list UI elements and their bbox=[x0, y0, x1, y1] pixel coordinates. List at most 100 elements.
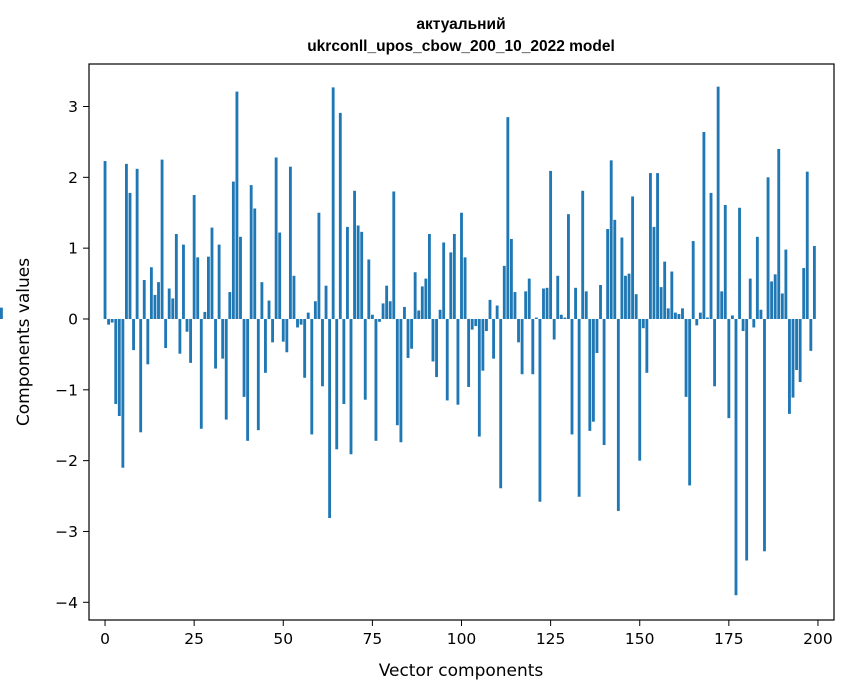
bar bbox=[110, 318, 114, 323]
bar bbox=[641, 318, 645, 329]
bar bbox=[485, 318, 488, 332]
bar bbox=[235, 91, 239, 319]
bar bbox=[802, 267, 806, 319]
bar bbox=[153, 294, 157, 319]
bar bbox=[570, 318, 574, 435]
bar bbox=[698, 312, 702, 319]
y-axis-ticks: −4 −3 −2 −1 0 1 2 3 bbox=[55, 98, 89, 612]
chart-title-line1: актуальний bbox=[416, 16, 505, 33]
bar bbox=[139, 318, 143, 433]
bar bbox=[559, 314, 563, 319]
bar bbox=[634, 294, 638, 319]
bar bbox=[645, 318, 649, 373]
bar bbox=[780, 293, 784, 319]
bar bbox=[392, 191, 396, 319]
bar bbox=[481, 318, 485, 371]
bar bbox=[317, 212, 321, 319]
bar bbox=[791, 318, 795, 398]
bar bbox=[296, 318, 299, 328]
bar bbox=[310, 318, 314, 435]
bar bbox=[574, 287, 577, 319]
bar bbox=[798, 318, 802, 383]
bar bbox=[738, 207, 741, 319]
bar bbox=[638, 318, 642, 461]
bar bbox=[613, 219, 617, 319]
bar bbox=[567, 214, 570, 319]
bar bbox=[773, 274, 777, 319]
bar bbox=[117, 318, 121, 417]
bar bbox=[281, 318, 285, 342]
bar bbox=[349, 318, 353, 455]
bar bbox=[146, 318, 150, 365]
bar bbox=[403, 306, 406, 319]
y-tick-label: −2 bbox=[55, 452, 78, 470]
bar bbox=[174, 233, 178, 319]
bar bbox=[160, 159, 164, 319]
bar bbox=[470, 318, 474, 330]
bar bbox=[595, 318, 599, 353]
bar bbox=[755, 236, 759, 319]
bar bbox=[114, 318, 118, 404]
bar bbox=[713, 318, 717, 387]
bar bbox=[763, 318, 766, 552]
bar bbox=[677, 314, 681, 319]
bar bbox=[121, 318, 125, 468]
bar bbox=[467, 318, 471, 387]
bar bbox=[303, 318, 307, 378]
bar bbox=[306, 312, 310, 319]
bar bbox=[538, 318, 542, 502]
bar bbox=[602, 318, 606, 446]
bar bbox=[221, 318, 225, 359]
bar bbox=[374, 318, 378, 441]
bar bbox=[292, 275, 296, 319]
x-tick-label: 25 bbox=[184, 630, 204, 648]
bar bbox=[149, 267, 153, 319]
x-tick-label: 50 bbox=[273, 630, 293, 648]
bar bbox=[431, 318, 435, 362]
bar bbox=[231, 181, 235, 319]
y-tick-label: −4 bbox=[55, 594, 78, 612]
bar bbox=[784, 249, 788, 319]
bar bbox=[499, 318, 503, 489]
bar bbox=[556, 275, 560, 319]
bar bbox=[353, 190, 356, 319]
bar bbox=[288, 166, 292, 319]
bar bbox=[189, 318, 193, 363]
bar bbox=[752, 318, 756, 328]
bar bbox=[624, 275, 627, 319]
bar bbox=[666, 308, 670, 319]
bar bbox=[132, 318, 135, 351]
bar bbox=[442, 242, 446, 319]
bar bbox=[552, 318, 556, 340]
x-tick-label: 100 bbox=[447, 630, 477, 648]
bar bbox=[688, 318, 692, 486]
bar bbox=[438, 309, 442, 319]
bar bbox=[730, 315, 734, 319]
y-tick-label: −1 bbox=[55, 381, 78, 399]
bar bbox=[406, 318, 410, 358]
bar bbox=[513, 292, 517, 319]
bar bbox=[524, 291, 528, 319]
x-tick-label: 175 bbox=[714, 630, 744, 648]
bar bbox=[531, 318, 535, 375]
bar bbox=[399, 318, 403, 443]
bar bbox=[492, 318, 496, 359]
bar bbox=[563, 317, 567, 319]
bar bbox=[606, 229, 610, 319]
bar bbox=[591, 318, 595, 422]
bar bbox=[706, 317, 709, 319]
bar bbox=[534, 317, 538, 319]
bar bbox=[260, 282, 264, 319]
bar bbox=[812, 246, 816, 319]
bar bbox=[695, 318, 699, 326]
bar bbox=[620, 237, 624, 319]
bar bbox=[331, 87, 335, 319]
bar bbox=[214, 318, 217, 369]
bar bbox=[299, 318, 303, 325]
bar bbox=[734, 318, 738, 596]
bar bbox=[609, 160, 613, 319]
bar bbox=[652, 226, 656, 319]
bar bbox=[171, 298, 175, 319]
